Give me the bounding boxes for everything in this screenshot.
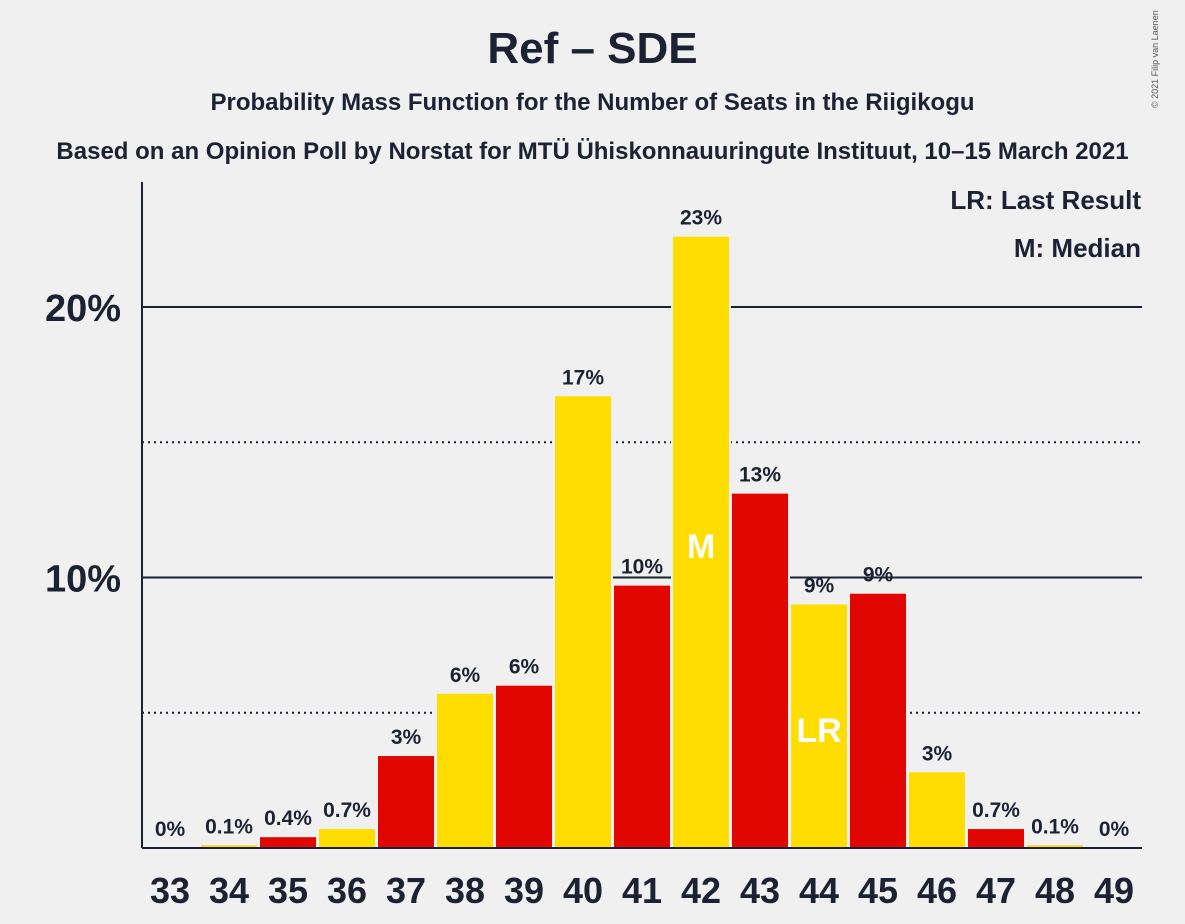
x-tick-label-38: 38 [445,870,485,911]
bar-41 [614,585,670,848]
value-label-42: 23% [680,207,722,230]
x-tick-label-33: 33 [150,870,190,911]
value-label-39: 6% [509,656,540,679]
value-label-44: 9% [804,575,835,598]
bar-35 [260,837,316,848]
bar-45 [850,593,906,848]
x-tick-label-49: 49 [1094,870,1134,911]
x-tick-label-45: 45 [858,870,898,911]
bar-40 [555,396,611,848]
y-tick-label: 10% [45,559,121,601]
bar-layer [199,234,1085,849]
value-label-45: 9% [863,564,894,587]
x-tick-label-35: 35 [268,870,308,911]
bar-44 [791,604,847,848]
value-label-34: 0.1% [205,815,253,838]
x-tick-label-39: 39 [504,870,544,911]
value-label-37: 3% [391,726,422,749]
chart-source: Based on an Opinion Poll by Norstat for … [56,138,1129,165]
label-layer: 0% 33 0.1% 34 0.4% 35 0.7% 36 3% 37 6% 38 6% 39 17% 40 1… [150,207,1134,911]
value-label-36: 0.7% [323,799,371,822]
bar-36 [319,829,375,848]
bar-46 [909,772,965,848]
bar-39 [496,685,552,848]
value-label-49: 0% [1099,818,1130,841]
y-tick-label: 20% [45,288,121,330]
bar-37 [378,756,434,848]
bar-43 [732,493,788,848]
x-tick-label-47: 47 [976,870,1016,911]
value-label-43: 13% [739,464,781,487]
bar-42 [673,236,729,849]
x-tick-label-48: 48 [1035,870,1075,911]
value-label-47: 0.7% [972,799,1020,822]
legend-last-result: LR: Last Result [950,185,1141,215]
value-label-41: 10% [621,556,663,579]
value-label-40: 17% [562,366,604,389]
bar-38 [437,693,493,848]
chart-title: Ref – SDE [487,24,698,73]
x-tick-label-37: 37 [386,870,426,911]
x-tick-label-34: 34 [209,870,249,911]
value-label-38: 6% [450,664,481,687]
value-label-33: 0% [155,818,186,841]
x-tick-label-46: 46 [917,870,957,911]
x-tick-label-44: 44 [799,870,839,911]
value-label-48: 0.1% [1031,815,1079,838]
x-tick-label-43: 43 [740,870,780,911]
x-tick-label-41: 41 [622,870,662,911]
median-marker: M [687,528,715,566]
chart-subtitle: Probability Mass Function for the Number… [210,89,975,116]
value-label-46: 3% [922,742,953,765]
value-label-35: 0.4% [264,807,312,830]
bar-48 [1027,845,1083,848]
x-tick-label-42: 42 [681,870,721,911]
bar-34 [201,845,257,848]
last-result-marker: LR [796,712,841,750]
grid-layer: 10% 20% [45,288,1142,714]
legend-median: M: Median [1014,233,1141,263]
x-tick-label-36: 36 [327,870,367,911]
x-tick-label-40: 40 [563,870,603,911]
bar-47 [968,829,1024,848]
